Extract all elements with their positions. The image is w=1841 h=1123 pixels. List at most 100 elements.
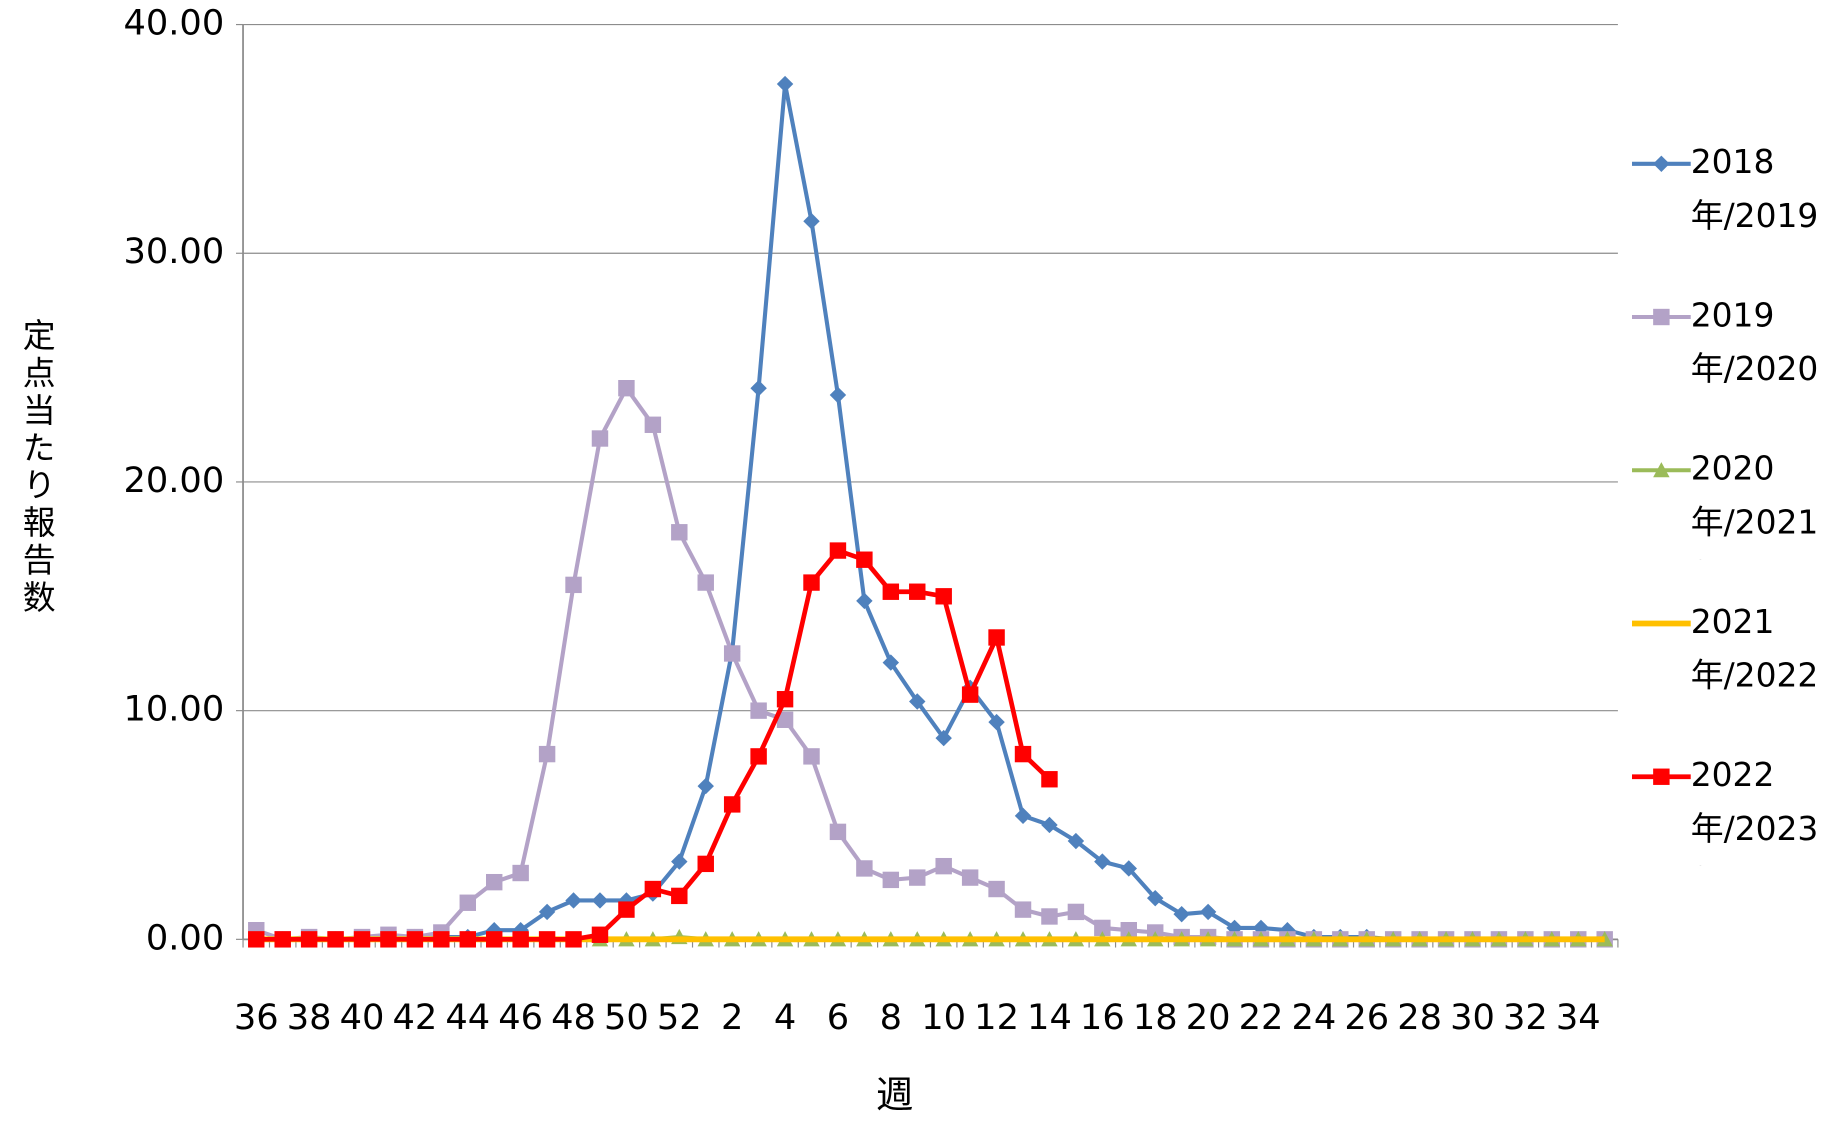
x-tick-label: 40 [340,997,385,1038]
point [697,574,714,591]
x-tick-label: 28 [1397,997,1442,1038]
point [671,853,688,870]
x-tick-label: 22 [1239,997,1284,1038]
y-tick-label: 0.00 [146,917,224,958]
point [856,860,873,877]
point [459,931,476,948]
point [512,864,529,882]
point [459,894,476,911]
point [803,574,820,591]
point [406,931,424,948]
point [829,386,847,404]
legend-item: 2022年/2023年 [1690,755,1819,866]
legend-item: 2018年/2019年 [1690,142,1819,253]
point [803,213,820,230]
point [1014,901,1032,918]
x-tick-label: 44 [445,997,490,1038]
series-line [256,81,1605,942]
point [909,869,926,886]
point [882,583,900,600]
point [433,931,450,948]
point [1067,832,1085,850]
point [723,645,741,662]
point [882,871,900,889]
point [961,869,979,886]
x-tick-label: 50 [604,997,649,1038]
point [776,711,794,728]
legend-label: 2021年/2022年 [1690,602,1819,712]
x-axis-title: 週 [876,1073,914,1117]
x-tick-label: 24 [1291,997,1336,1038]
point [486,931,503,948]
x-tick-label: 18 [1133,997,1178,1038]
point [750,748,767,765]
x-tick-label: 48 [551,997,596,1038]
point [1120,860,1137,877]
x-tick-label: 34 [1556,997,1601,1038]
y-tick-label: 10.00 [123,689,224,730]
point [565,892,582,909]
legend-label: 2022年/2023年 [1690,755,1819,866]
x-tick-label: 36 [234,997,279,1038]
point [591,430,609,447]
point [1014,807,1032,825]
y-axis-title: 定点当たり報告数 [18,318,56,618]
point [486,873,503,891]
point [882,654,900,671]
x-tick-label: 14 [1027,997,1072,1038]
x-tick-label: 6 [827,997,849,1038]
series [248,75,1613,948]
x-tick-label: 10 [921,997,966,1038]
point [909,583,926,600]
point [353,931,371,948]
legend-label: 2018年/2019年 [1690,142,1819,253]
point [750,380,767,397]
point [776,75,794,93]
point [1094,853,1111,870]
point [697,777,714,795]
point [1653,768,1670,785]
x-tick-label: 42 [392,997,437,1038]
point [538,745,556,763]
point [1041,771,1058,788]
point [565,576,582,594]
point [750,702,767,719]
point [538,931,556,948]
series [248,380,1613,948]
point [988,880,1005,898]
point [565,931,582,948]
point [248,931,265,948]
point [776,691,794,708]
series [248,542,1058,948]
y-tick-label: 30.00 [123,231,224,272]
x-tick-label: 8 [880,997,902,1038]
x-tick-label: 2 [721,997,743,1038]
x-tick-label: 12 [974,997,1019,1038]
x-tick-label: 20 [1186,997,1231,1038]
x-tick-label: 16 [1080,997,1125,1038]
point [829,823,847,841]
point [671,887,688,905]
point [723,796,741,813]
x-tick-label: 52 [657,997,702,1038]
x-tick-label: 38 [287,997,332,1038]
point [961,686,979,703]
point [671,524,688,541]
point [803,748,820,765]
point [618,380,635,397]
point [1653,308,1670,326]
series-line [255,386,1605,942]
point [1653,462,1670,478]
legend-label: 2020年/2021年 [1690,449,1819,559]
point [591,892,609,909]
point [1653,155,1670,172]
point [1041,908,1058,925]
point [856,551,873,568]
point [1014,745,1032,763]
x-tick-label: 4 [774,997,796,1038]
point [512,931,529,948]
point [1041,816,1058,834]
point [829,542,847,559]
point [380,931,397,948]
